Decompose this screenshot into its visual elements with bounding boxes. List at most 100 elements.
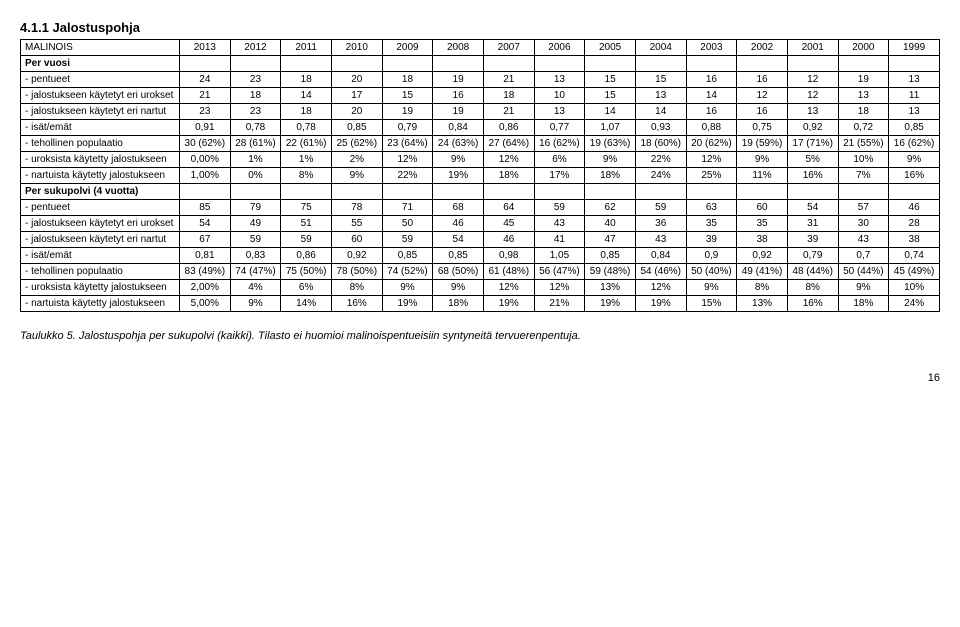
data-cell: 9% — [433, 152, 484, 168]
data-cell: 46 — [483, 232, 534, 248]
empty-cell — [483, 56, 534, 72]
empty-cell — [787, 184, 838, 200]
data-cell: 43 — [838, 232, 889, 248]
data-cell: 12 — [787, 88, 838, 104]
data-cell: 9% — [737, 152, 788, 168]
data-cell: 19% — [433, 168, 484, 184]
row-label: - isät/emät — [21, 248, 180, 264]
data-cell: 19 — [433, 104, 484, 120]
data-cell: 16 (62%) — [889, 136, 940, 152]
data-cell: 9% — [331, 168, 382, 184]
data-cell: 35 — [686, 216, 737, 232]
empty-cell — [180, 184, 231, 200]
data-cell: 15% — [686, 296, 737, 312]
data-cell: 16% — [331, 296, 382, 312]
row-label: - nartuista käytetty jalostukseen — [21, 296, 180, 312]
data-cell: 38 — [889, 232, 940, 248]
data-cell: 23 — [230, 72, 281, 88]
data-cell: 13% — [737, 296, 788, 312]
table-row: - tehollinen populaatio30 (62%)28 (61%)2… — [21, 136, 940, 152]
data-cell: 10 — [534, 88, 585, 104]
row-label: - jalostukseen käytetyt eri urokset — [21, 216, 180, 232]
data-cell: 38 — [737, 232, 788, 248]
empty-cell — [281, 56, 332, 72]
data-cell: 20 — [331, 104, 382, 120]
data-cell: 21% — [534, 296, 585, 312]
data-cell: 0,85 — [433, 248, 484, 264]
data-cell: 47 — [585, 232, 636, 248]
data-cell: 59 — [382, 232, 433, 248]
data-cell: 18 — [483, 88, 534, 104]
row-label: - tehollinen populaatio — [21, 264, 180, 280]
data-cell: 9% — [889, 152, 940, 168]
data-cell: 64 — [483, 200, 534, 216]
data-cell: 14% — [281, 296, 332, 312]
data-cell: 0,92 — [331, 248, 382, 264]
data-cell: 24% — [889, 296, 940, 312]
data-cell: 18% — [483, 168, 534, 184]
data-cell: 39 — [686, 232, 737, 248]
data-cell: 20 — [331, 72, 382, 88]
year-col: 2007 — [483, 40, 534, 56]
data-cell: 54 — [180, 216, 231, 232]
year-col: 2012 — [230, 40, 281, 56]
data-cell: 2% — [331, 152, 382, 168]
data-cell: 0,85 — [382, 248, 433, 264]
data-cell: 74 (47%) — [230, 264, 281, 280]
data-cell: 49 (41%) — [737, 264, 788, 280]
data-cell: 19% — [382, 296, 433, 312]
data-cell: 50 (44%) — [838, 264, 889, 280]
section-row: Per sukupolvi (4 vuotta) — [21, 184, 940, 200]
data-cell: 12% — [534, 280, 585, 296]
year-col: 1999 — [889, 40, 940, 56]
year-col: 2010 — [331, 40, 382, 56]
data-cell: 57 — [838, 200, 889, 216]
data-cell: 1% — [281, 152, 332, 168]
data-cell: 67 — [180, 232, 231, 248]
data-cell: 60 — [737, 200, 788, 216]
data-cell: 0,83 — [230, 248, 281, 264]
data-cell: 36 — [635, 216, 686, 232]
data-cell: 17% — [534, 168, 585, 184]
data-cell: 6% — [281, 280, 332, 296]
data-cell: 16 — [686, 72, 737, 88]
empty-cell — [230, 56, 281, 72]
data-cell: 22% — [382, 168, 433, 184]
data-cell: 12 — [787, 72, 838, 88]
empty-cell — [180, 56, 231, 72]
data-cell: 28 (61%) — [230, 136, 281, 152]
data-cell: 21 — [180, 88, 231, 104]
data-cell: 0,85 — [889, 120, 940, 136]
data-cell: 12 — [737, 88, 788, 104]
data-cell: 9% — [382, 280, 433, 296]
data-cell: 4% — [230, 280, 281, 296]
section-title: 4.1.1 Jalostuspohja — [20, 20, 940, 35]
data-cell: 0,98 — [483, 248, 534, 264]
row-label: - jalostukseen käytetyt eri nartut — [21, 232, 180, 248]
section-label: Per sukupolvi (4 vuotta) — [21, 184, 180, 200]
data-cell: 21 — [483, 72, 534, 88]
header-row: MALINOIS 2013 2012 2011 2010 2009 2008 2… — [21, 40, 940, 56]
empty-cell — [838, 56, 889, 72]
year-col: 2013 — [180, 40, 231, 56]
data-cell: 20 (62%) — [686, 136, 737, 152]
data-cell: 18% — [585, 168, 636, 184]
data-cell: 0% — [230, 168, 281, 184]
table-row: - nartuista käytetty jalostukseen5,00%9%… — [21, 296, 940, 312]
data-cell: 17 (71%) — [787, 136, 838, 152]
data-cell: 61 (48%) — [483, 264, 534, 280]
empty-cell — [433, 56, 484, 72]
empty-cell — [433, 184, 484, 200]
data-cell: 0,78 — [281, 120, 332, 136]
data-cell: 14 — [585, 104, 636, 120]
table-row: - tehollinen populaatio83 (49%)74 (47%)7… — [21, 264, 940, 280]
data-cell: 75 — [281, 200, 332, 216]
row-label: - tehollinen populaatio — [21, 136, 180, 152]
data-cell: 16% — [889, 168, 940, 184]
breed-label: MALINOIS — [21, 40, 180, 56]
data-cell: 0,75 — [737, 120, 788, 136]
year-col: 2003 — [686, 40, 737, 56]
row-label: - uroksista käytetty jalostukseen — [21, 152, 180, 168]
data-cell: 9% — [686, 280, 737, 296]
table-row: - pentueet242318201819211315151616121913 — [21, 72, 940, 88]
